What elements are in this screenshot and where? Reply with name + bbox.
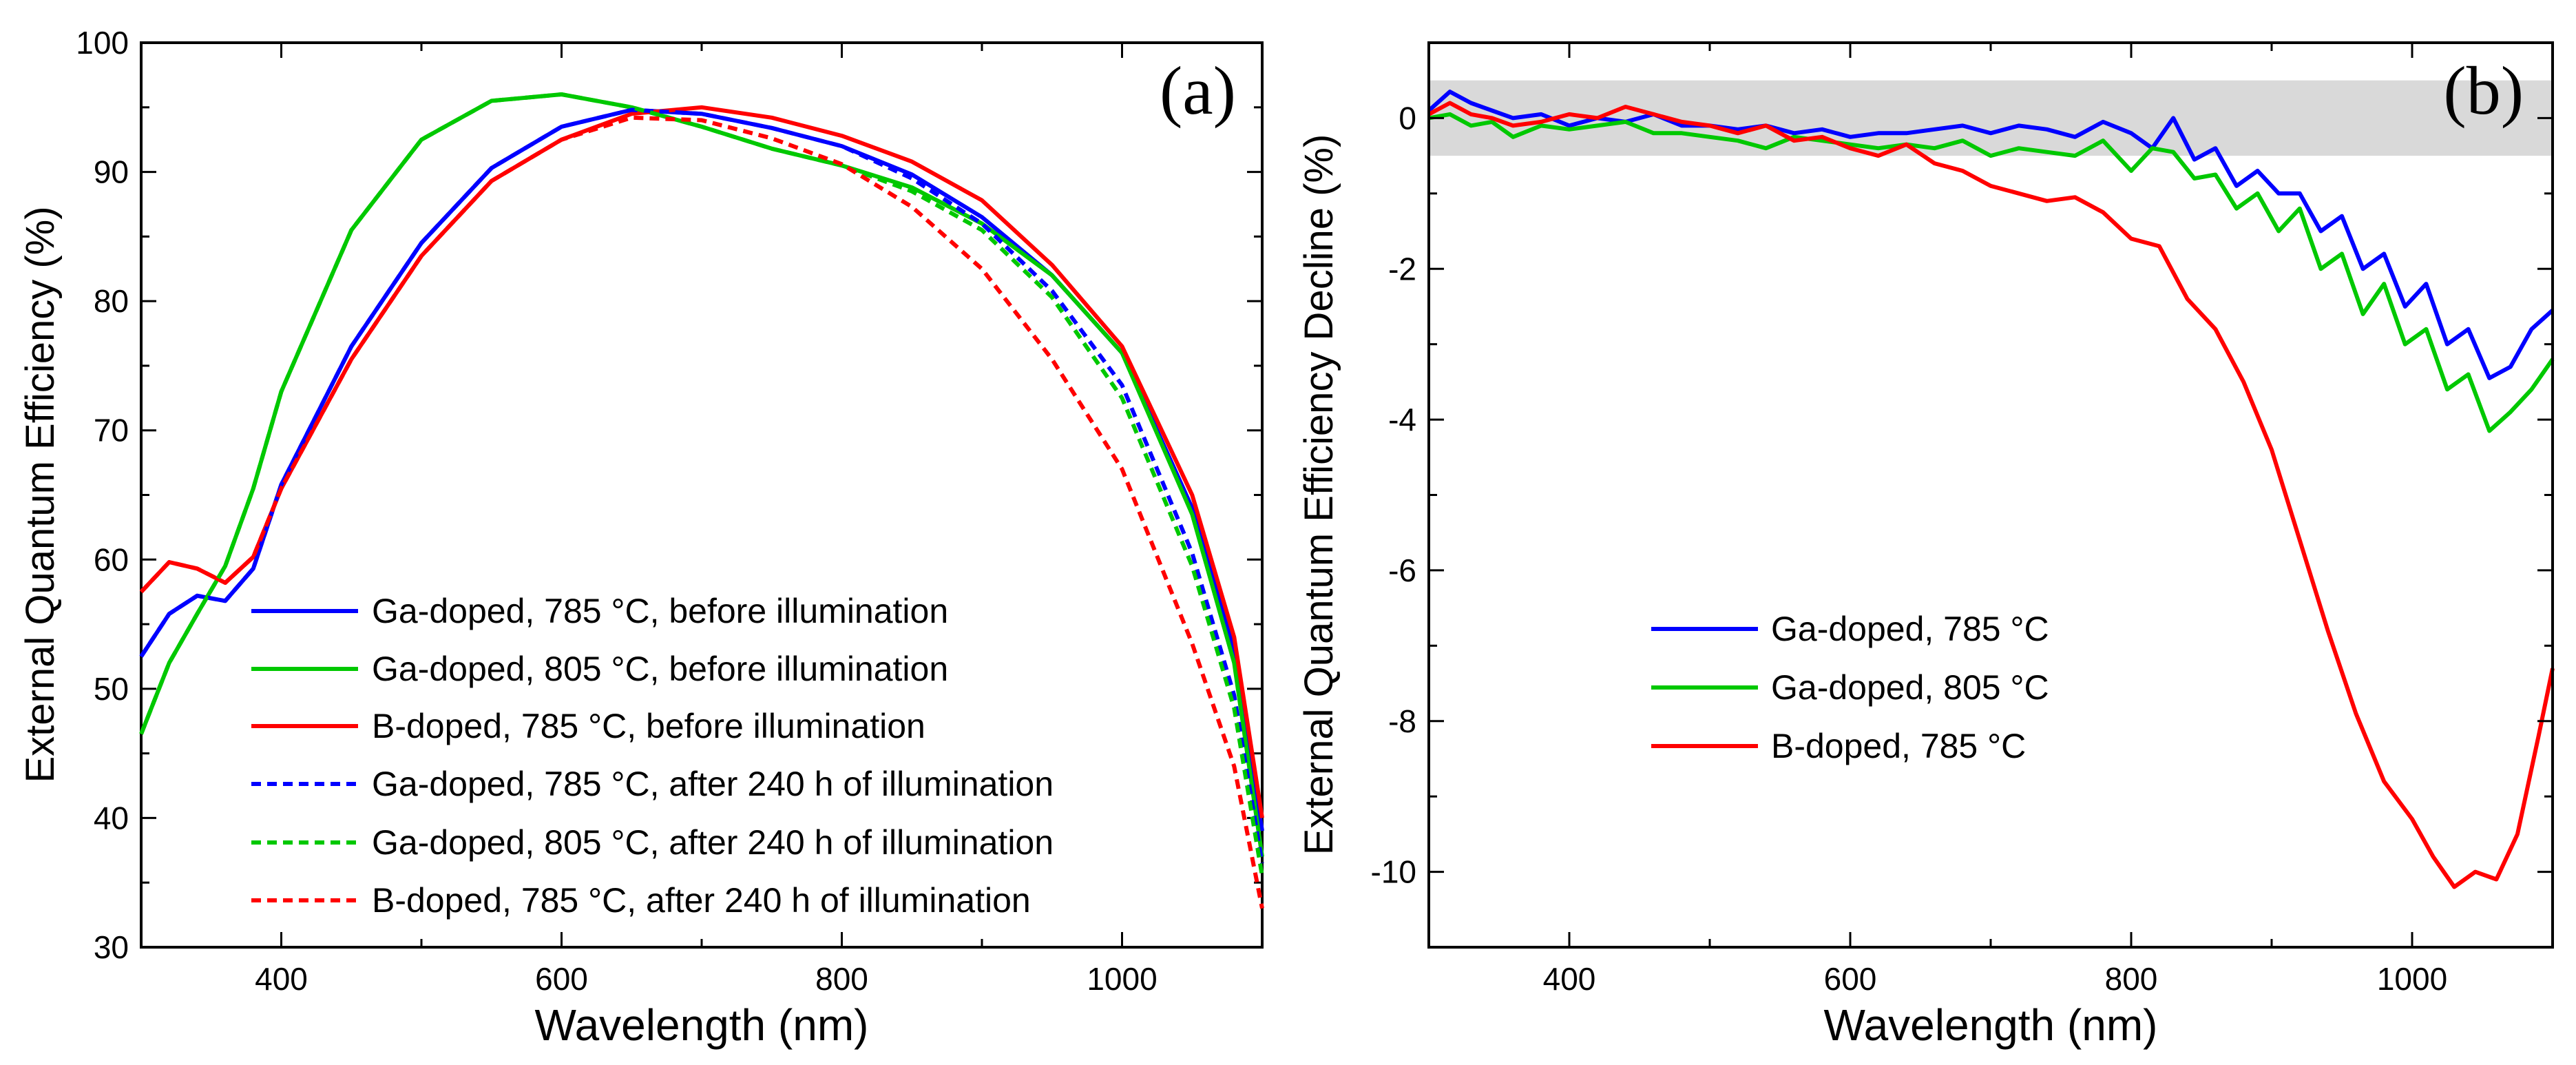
y-tick-label: 30	[94, 929, 129, 965]
panel-a: 400 600 800 1000 30 40 50 60 70 80 90 100 (a) Ga-do…	[18, 25, 1264, 1050]
y-tick-label: 60	[94, 541, 129, 577]
series-layer-a	[139, 92, 1264, 909]
y-axis-title-a: External Quantum Efficiency (%)	[18, 206, 63, 783]
panel-label-b: (b)	[2443, 52, 2524, 129]
y-tick-label: -4	[1388, 402, 1416, 437]
y-tick-label: 90	[94, 154, 129, 190]
panel-b: 400 600 800 1000 0 -2 -4 -6 -8 -10 (b) Ga-doped, …	[1297, 41, 2555, 1050]
legend-label: B-doped, 785 °C, before illumination	[372, 707, 925, 745]
legend-label: Ga-doped, 785 °C, before illumination	[372, 592, 948, 630]
x-tick-label: 800	[2105, 961, 2158, 997]
x-tick-label: 600	[535, 961, 588, 997]
y-tick-label: 80	[94, 283, 129, 319]
legend-label: B-doped, 785 °C, after 240 h of illumina…	[372, 881, 1031, 920]
shaded-band-b	[1429, 80, 2553, 156]
y-tick-label: 40	[94, 800, 129, 836]
x-tick-label: 800	[815, 961, 868, 997]
y-tick-label: -8	[1388, 703, 1416, 739]
y-tick-label: 70	[94, 413, 129, 448]
axis-ticks-b: 400 600 800 1000 0 -2 -4 -6 -8 -10	[1371, 41, 2554, 997]
legend-label: Ga-doped, 785 °C, after 240 h of illumin…	[372, 765, 1054, 803]
y-tick-label: 50	[94, 671, 129, 707]
legend-b: Ga-doped, 785 °C Ga-doped, 805 °C B-dope…	[1651, 610, 2049, 765]
series-line-b-2	[1427, 101, 2555, 889]
legend-label: Ga-doped, 805 °C, before illumination	[372, 650, 948, 688]
legend-label: B-doped, 785 °C	[1771, 727, 2026, 765]
axis-ticks-a: 400 600 800 1000 30 40 50 60 70 80 90 100	[76, 25, 1264, 997]
series-line-a-5	[139, 115, 1264, 909]
series-line-a-1	[139, 92, 1264, 858]
series-line-b-0	[1427, 90, 2555, 380]
panel-label-a: (a)	[1160, 52, 1236, 129]
legend-a: Ga-doped, 785 °C, before illumination Ga…	[251, 592, 1054, 920]
legend-label: Ga-doped, 805 °C, after 240 h of illumin…	[372, 823, 1054, 862]
y-tick-label: -2	[1388, 251, 1416, 287]
y-tick-label: -10	[1371, 854, 1416, 890]
x-axis-title-a: Wavelength (nm)	[535, 1000, 869, 1050]
x-axis-title-b: Wavelength (nm)	[1824, 1000, 2158, 1050]
series-line-b-1	[1428, 112, 2555, 433]
series-layer-b	[1427, 90, 2555, 889]
x-tick-label: 400	[1543, 961, 1596, 997]
y-tick-label: 100	[76, 25, 129, 61]
plot-frame-b	[1427, 41, 2554, 949]
x-tick-label: 1000	[2377, 961, 2447, 997]
plot-frame-a	[140, 41, 1264, 949]
x-tick-label: 1000	[1087, 961, 1157, 997]
x-tick-label: 400	[255, 961, 308, 997]
x-tick-label: 600	[1824, 961, 1877, 997]
y-tick-label: 0	[1399, 100, 1416, 136]
series-line-a-3	[139, 107, 1264, 864]
legend-label: Ga-doped, 785 °C	[1771, 610, 2049, 648]
y-tick-label: -6	[1388, 552, 1416, 588]
series-line-a-4	[139, 92, 1264, 877]
legend-label: Ga-doped, 805 °C	[1771, 668, 2049, 707]
y-axis-title-b: External Quantum Efficiency Decline (%)	[1297, 134, 1341, 856]
